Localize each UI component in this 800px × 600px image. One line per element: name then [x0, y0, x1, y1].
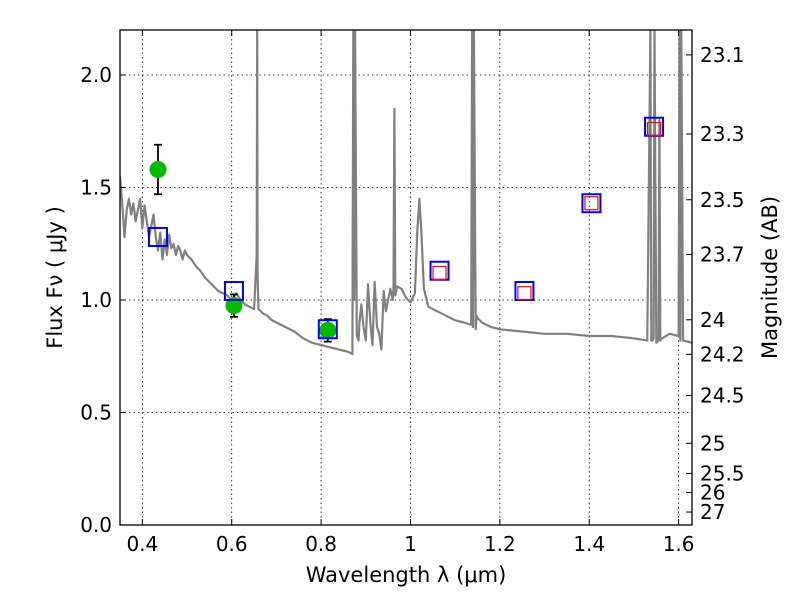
- x-tick-label: 1.6: [663, 532, 695, 556]
- y-tick-label: 0.5: [80, 401, 112, 425]
- x-tick-label: 0.4: [126, 532, 158, 556]
- observed-point: [225, 293, 243, 318]
- y2-tick-label: 24.5: [700, 384, 745, 408]
- y-tick-label: 1.5: [80, 176, 112, 200]
- x-tick-label: 0.6: [216, 532, 248, 556]
- x-axis-label: Wavelength λ (μm): [306, 563, 507, 587]
- model-square-red: [432, 265, 447, 281]
- y2-tick-label: 23.3: [700, 122, 745, 146]
- observed-marker: [149, 161, 167, 178]
- axis-ticks: 0.4 0.6 0.8 1 1.2 1.4 1.6 0.0 0.5 1.0 1.5 2.0 23.1 23…: [80, 30, 745, 556]
- y2-tick-label: 25.5: [700, 461, 745, 485]
- data-series: [120, 30, 692, 356]
- x-tick-label: 1.4: [573, 532, 605, 556]
- y2-tick-label: 26: [700, 480, 725, 504]
- x-tick-label: 0.8: [305, 532, 337, 556]
- y2-tick-label: 27: [700, 500, 725, 524]
- y-tick-label: 1.0: [80, 288, 112, 312]
- x-tick-label: 1.2: [484, 532, 516, 556]
- sed-model-line: [120, 30, 692, 356]
- y2-axis-label: Magnitude (AB): [758, 196, 782, 359]
- model-square-red: [517, 286, 532, 301]
- model-square-blue: [581, 193, 602, 214]
- observed-marker: [225, 297, 243, 315]
- observed-point: [149, 143, 167, 196]
- model-square-blue: [147, 227, 168, 247]
- y-axis-label: Flux Fν ( μJy ): [43, 206, 67, 349]
- y2-tick-label: 23.7: [700, 242, 745, 266]
- model-square-red: [646, 121, 662, 137]
- y2-tick-label: 24.2: [700, 342, 745, 366]
- y-tick-label: 2.0: [80, 63, 112, 87]
- x-tick-label: 1: [404, 532, 417, 556]
- y-tick-label: 0.0: [80, 513, 112, 537]
- y2-tick-label: 23.5: [700, 188, 745, 212]
- model-square-red: [584, 196, 599, 211]
- y2-tick-label: 25: [700, 431, 725, 455]
- model-square-blue: [317, 319, 338, 340]
- model-square-blue: [223, 281, 244, 301]
- y2-tick-label: 23.1: [700, 43, 745, 67]
- y2-tick-label: 24: [700, 308, 725, 332]
- plot-frame: [119, 29, 693, 526]
- observed-marker: [319, 321, 337, 339]
